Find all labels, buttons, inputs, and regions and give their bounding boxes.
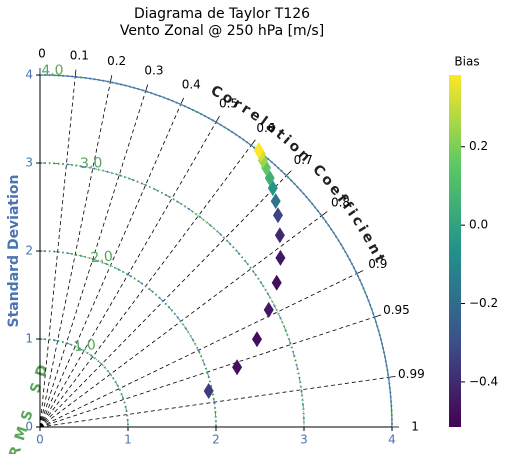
data-point	[263, 301, 274, 318]
x-tick-label: 0	[36, 433, 44, 447]
corr-tick-label: 0.3	[144, 64, 163, 78]
colorbar-tick-label: 0.0	[469, 218, 488, 232]
corr-tick	[286, 170, 292, 176]
x-tick-label: 1	[124, 433, 132, 447]
data-point	[251, 331, 262, 348]
data-point	[253, 142, 264, 159]
y-tick-label: 2	[25, 244, 33, 258]
std-grid-arc	[39, 162, 305, 428]
corr-tick-label: 0.8	[331, 196, 350, 210]
corr-tick	[356, 270, 364, 274]
corr-grid-line	[39, 316, 375, 428]
corr-tick-label: 0.6	[256, 121, 275, 135]
corr-tick	[110, 75, 113, 83]
corr-tick	[74, 69, 77, 77]
y-tick-label: 3	[25, 156, 33, 170]
data-point	[272, 207, 283, 224]
x-tick-label: 2	[212, 433, 220, 447]
corr-label: Correlation Coefficient	[208, 83, 389, 268]
corr-tick-label: 0.9	[368, 257, 387, 271]
data-point	[264, 169, 275, 186]
y-axis-label: Standard Deviation	[6, 174, 22, 327]
corr-tick	[180, 97, 184, 105]
std-grid-arc	[39, 338, 129, 428]
corr-tick-label: 0.4	[182, 78, 201, 92]
x-tick-label: 4	[388, 433, 396, 447]
corr-tick	[215, 115, 220, 123]
data-point	[270, 193, 281, 210]
data-point	[274, 227, 285, 244]
rms-contour-label: 4.0	[41, 63, 63, 79]
corr-label-path: Correlation Coefficient	[208, 83, 386, 268]
data-point	[275, 249, 286, 266]
rms-contour	[39, 162, 305, 428]
corr-tick	[388, 375, 396, 378]
y-tick-label: 0	[25, 420, 33, 434]
corr-tick	[145, 84, 149, 92]
corr-tick-label: 1	[411, 420, 419, 434]
y-tick-label: 4	[25, 68, 33, 82]
chart-subtitle: Vento Zonal @ 250 hPa [m/s]	[120, 23, 324, 39]
x-tick-label: 3	[300, 433, 308, 447]
rms-contour-label: 1.0	[73, 337, 97, 355]
colorbar-tick-label: 0.2	[469, 139, 488, 153]
outer-arc	[39, 74, 393, 428]
colorbar-label: Bias	[454, 55, 479, 69]
corr-tick-label: 0.1	[70, 48, 89, 62]
corr-tick	[250, 139, 256, 146]
rms-contour-label: 2.0	[90, 249, 113, 267]
corr-tick-label: 0.5	[219, 96, 238, 110]
data-point	[203, 383, 214, 400]
corr-tick	[321, 211, 328, 217]
colorbar	[449, 75, 461, 427]
corr-tick-label: 0	[38, 46, 46, 60]
corr-tick-label: 0.7	[294, 153, 313, 167]
corr-tick	[374, 314, 382, 318]
colorbar-tick-label: −0.2	[469, 296, 498, 310]
colorbar-tick-label: −0.4	[469, 374, 498, 388]
rms-contour-label: 3.0	[80, 155, 103, 172]
corr-tick-label: 0.95	[383, 303, 410, 317]
corr-tick-label: 0.2	[107, 54, 126, 68]
data-point	[271, 274, 282, 291]
data-point	[232, 359, 243, 376]
corr-tick-label: 0.99	[398, 367, 425, 381]
chart-title: Diagrama de Taylor T126	[134, 6, 310, 22]
y-tick-label: 1	[25, 332, 33, 346]
